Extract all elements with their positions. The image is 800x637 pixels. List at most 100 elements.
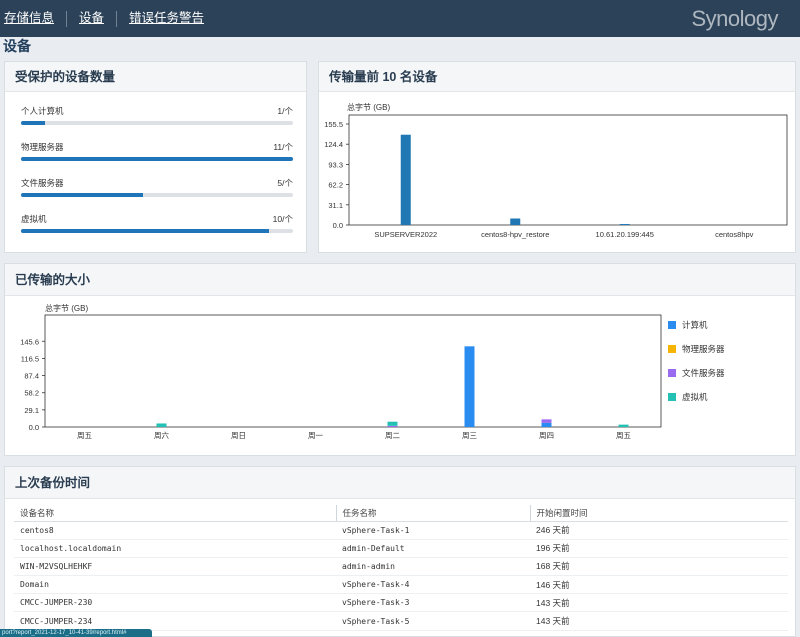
idle-time-cell: 143 天前 [530, 593, 788, 613]
device-count-value: 1/个 [277, 106, 293, 116]
column-header-device[interactable]: 设备名称 [14, 505, 336, 522]
device-name-cell: Domain [14, 575, 336, 595]
bar[interactable] [400, 134, 411, 225]
y-tick-label: 31.1 [328, 201, 343, 210]
y-axis-title: 总字节 (GB) [347, 102, 390, 112]
task-name-cell: admin-Default [336, 539, 530, 558]
x-tick-label: 周五 [616, 431, 631, 440]
y-tick-label: 116.5 [21, 354, 39, 363]
y-tick-label: 145.6 [20, 337, 39, 346]
legend-swatch [668, 345, 676, 353]
bar-segment[interactable] [387, 421, 398, 426]
y-tick-label: 87.4 [24, 372, 39, 381]
bar-segment[interactable] [541, 419, 552, 423]
x-tick-label: 周四 [539, 431, 554, 440]
device-type-label: 虚拟机 [21, 214, 47, 224]
legend-label: 物理服务器 [682, 344, 725, 354]
progress-track [21, 229, 293, 233]
bar[interactable] [619, 224, 630, 225]
device-count-value: 11/个 [273, 142, 293, 152]
device-type-label: 物理服务器 [21, 142, 64, 152]
idle-time-cell: 146 天前 [530, 575, 788, 595]
progress-fill [21, 229, 269, 233]
y-tick-label: 0.0 [29, 423, 39, 432]
tab-devices[interactable]: 设备 [79, 11, 105, 25]
legend-swatch [668, 321, 676, 329]
plot-frame [348, 114, 788, 226]
tab-divider [66, 10, 68, 27]
bar[interactable] [510, 218, 521, 225]
tab-divider [116, 10, 118, 27]
page-title: 设备 [3, 38, 31, 54]
nav-tabs: 存储信息 设备 错误任务警告 [2, 0, 216, 37]
x-tick-label: SUPSERVER2022 [374, 230, 437, 239]
top10-devices-panel: 传输量前 10 名设备 总字节 (GB) 155.5 124.4 93.3 62.2 31… [318, 61, 796, 253]
x-tick-label: 10.61.20.199:445 [596, 230, 654, 239]
transferred-stacked-bar-chart: 总字节 (GB) 145.6 116.5 87.4 58.2 29.1 0.0 周五 周六 周日 周… [20, 303, 662, 440]
plot-frame [44, 314, 662, 428]
progress-track [21, 121, 293, 125]
table-row[interactable]: centos8 vSphere-Task-1 246 天前 [14, 521, 788, 540]
legend-item[interactable]: 计算机 [668, 313, 725, 337]
table-row[interactable]: WIN-M2VSQLHEHKF admin-admin 168 天前 [14, 557, 788, 577]
device-count-value: 5/个 [277, 178, 293, 188]
device-count-row: 个人计算机 1/个 [21, 105, 293, 125]
device-count-row: 物理服务器 11/个 [21, 141, 293, 161]
transferred-size-panel: 已传输的大小 总字节 (GB) 145.6 116.5 87.4 58.2 29.1 0.0… [4, 263, 796, 456]
device-count-value: 10/个 [272, 214, 293, 224]
bar-segment[interactable] [387, 425, 398, 427]
bar-segment[interactable] [618, 424, 629, 427]
progress-track [21, 157, 293, 161]
device-type-label: 文件服务器 [21, 178, 64, 188]
status-url-bar: port?report_2021-12-17_10-41-39/report.h… [0, 629, 152, 637]
x-tick-label: 周三 [462, 431, 477, 440]
legend-item[interactable]: 虚拟机 [668, 385, 725, 409]
device-type-label: 个人计算机 [21, 106, 64, 116]
bar-segment[interactable] [541, 422, 552, 427]
panel-title: 受保护的设备数量 [5, 62, 306, 92]
y-tick-label: 29.1 [24, 406, 39, 415]
bar-segment[interactable] [464, 346, 475, 427]
progress-fill [21, 121, 46, 125]
x-tick-label: centos8hpv [715, 230, 754, 239]
progress-track [21, 193, 293, 197]
table-row[interactable]: CMCC-JUMPER-230 vSphere-Task-3 143 天前 [14, 593, 788, 613]
column-header-task[interactable]: 任务名称 [335, 505, 530, 522]
y-tick-label: 93.3 [328, 160, 343, 169]
table-row[interactable]: localhost.localdomain admin-Default 196 天前 [14, 539, 788, 558]
table-row[interactable]: CMCC-JUMPER-234 vSphere-Task-5 143 天前 [14, 611, 788, 631]
x-tick-label: centos8-hpv_restore [481, 230, 549, 239]
chart-legend: 计算机物理服务器文件服务器虚拟机 [668, 313, 725, 409]
device-count-row: 文件服务器 5/个 [21, 177, 293, 197]
device-name-cell: centos8 [14, 521, 336, 540]
device-name-cell: CMCC-JUMPER-234 [14, 611, 336, 631]
device-count-row: 虚拟机 10/个 [21, 213, 293, 233]
device-name-cell: localhost.localdomain [14, 539, 336, 558]
legend-item[interactable]: 物理服务器 [668, 337, 725, 361]
legend-swatch [668, 369, 676, 377]
table-header-row: 设备名称 任务名称 开始闲置时间 [14, 505, 788, 522]
y-axis-title: 总字节 (GB) [45, 303, 88, 313]
bar-segment[interactable] [156, 423, 167, 427]
legend-item[interactable]: 文件服务器 [668, 361, 725, 385]
idle-time-cell: 143 天前 [530, 611, 788, 631]
x-tick-label: 周六 [154, 430, 169, 440]
tab-error-task-warnings[interactable]: 错误任务警告 [129, 11, 205, 25]
idle-time-cell: 196 天前 [530, 539, 788, 558]
task-name-cell: vSphere-Task-4 [336, 575, 530, 595]
last-backup-table: 设备名称 任务名称 开始闲置时间 centos8 vSphere-Task-1 24… [14, 505, 788, 631]
table-row[interactable]: Domain vSphere-Task-4 146 天前 [14, 575, 788, 595]
panel-title: 已传输的大小 [5, 264, 795, 296]
tab-storage-info[interactable]: 存储信息 [4, 11, 55, 25]
task-name-cell: vSphere-Task-1 [336, 521, 530, 540]
legend-label: 虚拟机 [682, 392, 708, 402]
top10-bar-chart: 总字节 (GB) 155.5 124.4 93.3 62.2 31.1 0.0 SUPSERV… [324, 102, 788, 239]
column-header-idle-time[interactable]: 开始闲置时间 [529, 505, 788, 522]
y-tick-label: 124.4 [324, 140, 343, 149]
top-nav-bar: 存储信息 设备 错误任务警告 Synology [0, 0, 800, 37]
protected-devices-panel: 受保护的设备数量 个人计算机 1/个物理服务器 11/个文件服务器 5/个虚拟机 10/… [4, 61, 307, 253]
synology-logo: Synology [691, 6, 778, 31]
task-name-cell: vSphere-Task-3 [336, 593, 530, 613]
y-tick-label: 58.2 [24, 389, 39, 398]
task-name-cell: vSphere-Task-5 [336, 611, 530, 631]
